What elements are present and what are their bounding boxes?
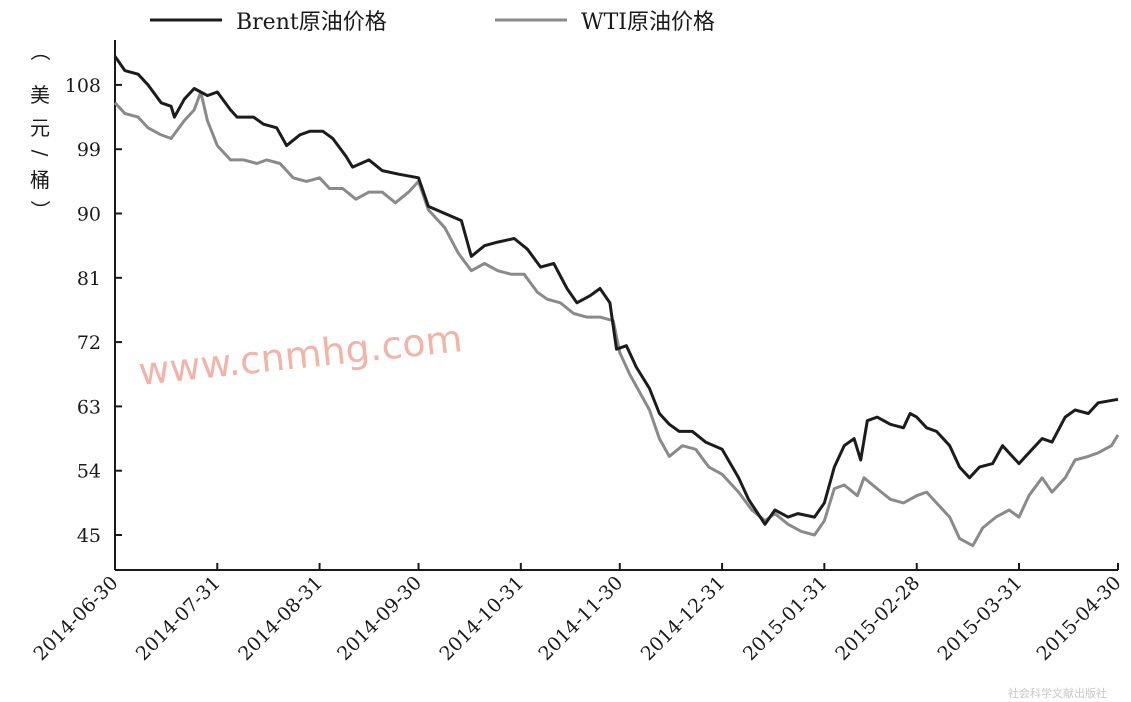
y-tick-label: 72 [77, 332, 101, 354]
x-tick-label: 2014-08-31 [234, 572, 327, 665]
y-tick-label: 81 [77, 268, 101, 290]
series-layer [113, 55, 1120, 548]
brent-line [113, 55, 1119, 526]
y-axis-label-char: 桶 [30, 168, 50, 192]
legend-label-brent: Brent原油价格 [236, 10, 387, 35]
x-tick-label: 2014-06-30 [30, 572, 123, 665]
x-tick-label: 2015-02-28 [831, 572, 924, 665]
x-tick-label: 2014-12-31 [637, 572, 730, 665]
x-tick-label: 2014-11-30 [534, 572, 627, 665]
watermark: www.cnmhg.com [136, 316, 464, 394]
y-axis-label-char: 美 [30, 83, 50, 107]
y-tick-label: 90 [77, 204, 101, 226]
x-tick-label: 2015-03-31 [934, 572, 1027, 665]
y-axis-label-char: （ [28, 41, 52, 61]
x-tick-label: 2014-07-31 [132, 572, 225, 665]
x-tick-label: 2014-10-31 [435, 572, 528, 665]
y-axis-label-char: ） [28, 200, 52, 220]
y-tick-label: 108 [65, 75, 101, 97]
x-tick-label: 2015-01-31 [739, 572, 832, 665]
legend-label-wti: WTI原油价格 [581, 10, 715, 35]
y-tick-label: 99 [77, 139, 101, 161]
x-tick-label: 2014-09-30 [333, 572, 426, 665]
y-axis-label-char: / [28, 150, 52, 157]
y-tick-label: 63 [77, 396, 101, 418]
x-tick-label: 2015-04-30 [1033, 572, 1126, 665]
wti-line [113, 90, 1120, 548]
y-tick-label: 54 [77, 461, 101, 483]
y-axis-label: （ 美元 / 桶 ） [28, 41, 52, 220]
y-axis-label-char: 元 [30, 116, 50, 140]
publisher-mark: 社会科学文献出版社 [1008, 686, 1107, 700]
y-tick-label: 45 [77, 525, 101, 547]
legend: Brent原油价格 WTI原油价格 [150, 10, 715, 35]
